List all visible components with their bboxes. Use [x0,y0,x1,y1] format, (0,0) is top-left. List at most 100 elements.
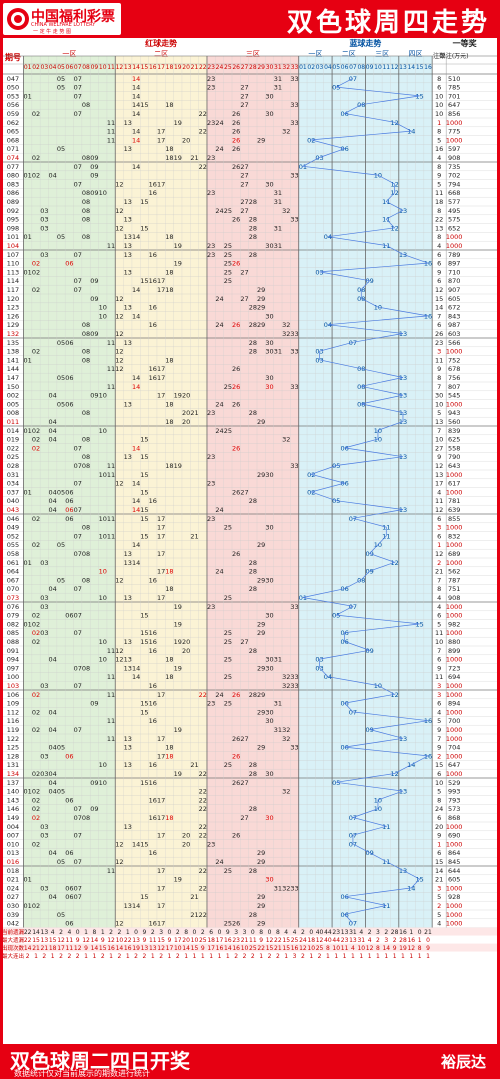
red-ball-number: 03 [40,629,48,637]
stat-value: 2 [268,953,272,960]
red-ball-number: 14 [132,444,140,452]
prize-amount: 545 [448,392,460,400]
red-ball-number: 21 [190,911,198,919]
red-ball-number: 09 [90,392,98,400]
stat-value: 22 [257,945,265,952]
red-ball-number: 23 [207,840,215,848]
prize-count: 13 [435,471,443,479]
stat-value: 9 [168,937,172,944]
stat-value: 11 [249,937,257,944]
red-ball-number: 18 [165,744,173,752]
issue-number: 022 [7,444,19,452]
red-ball-number: 10 [99,532,107,540]
red-ball-number: 07 [74,805,82,813]
issue-number: 008 [7,409,19,417]
red-ball-number: 08 [82,216,90,224]
red-ball-number: 06 [65,497,73,505]
prize-amount: 1000 [446,823,463,831]
blue-ball-number: 01 [299,163,307,171]
prize-count: 7 [437,383,441,391]
red-ball-number: 14 [132,541,140,549]
stat-value: 15 [282,937,290,944]
issue-number: 140 [7,788,19,796]
blue-ball-number: 03 [315,154,323,162]
blue-ball-number: 14 [407,128,415,136]
stat-value: 2 [151,929,155,936]
red-ball-number: 17 [157,796,165,804]
red-ball-number: 05 [57,858,65,866]
prize-count: 10 [435,400,443,408]
red-ball-number: 05 [57,911,65,919]
red-ball-number: 17 [157,814,165,822]
red-zone-label: 三区 [246,50,260,58]
issue-number: 055 [7,541,19,549]
prize-count: 4 [437,603,441,611]
stat-value: 13 [149,945,157,952]
red-ball-number: 02 [32,814,40,822]
red-ball-number: 29 [257,708,265,716]
red-ball-number: 07 [74,444,82,452]
red-ball-number: 28 [249,647,257,655]
red-ball-number: 05 [57,488,65,496]
trend-table: 期号 红球走势 蓝球走势 一等奖 一区 二区 三区 一区 二区 三区 四区 注数 单注(万元) 01 02 0… [2,38,497,1044]
red-ball-number: 29 [257,629,265,637]
stat-value: 13 [341,929,349,936]
red-ball-number: 27 [240,92,248,100]
red-ball-number: 19 [174,876,182,884]
red-ball-number: 14 [132,497,140,505]
red-ball-number: 33 [290,673,298,681]
blue-ball-number: 08 [357,576,365,584]
prize-count: 16 [435,145,443,153]
blue-ball-number: 04 [324,321,332,329]
red-ball-number: 31 [274,224,282,232]
red-ball-number: 28 [249,216,257,224]
red-ball-number: 08 [82,436,90,444]
red-ball-number: 04 [49,488,57,496]
red-ball-number: 11 [107,647,115,655]
blue-ball-number: 10 [374,304,382,312]
red-ball-number: 15 [140,893,148,901]
blue-ball-number: 04 [324,673,332,681]
blue-ball-number: 06 [340,893,348,901]
red-ball-number: 24 [215,145,223,153]
red-ball-number: 07 [74,480,82,488]
prize-count: 3 [437,884,441,892]
red-ball-number: 27 [240,84,248,92]
stat-value: 19 [399,945,407,952]
blue-ball-number: 14 [407,761,415,769]
red-ball-number: 23 [207,480,215,488]
red-ball-number: 16 [149,365,157,373]
prize-amount: 1000 [446,752,463,760]
prize-count: 10 [435,101,443,109]
red-ball-number: 28 [249,585,257,593]
red-ball-number: 03 [40,832,48,840]
blue-ball-number: 12 [390,119,398,127]
red-ball-number: 11 [107,532,115,540]
blue-trend-header: 蓝球走势 [349,38,381,48]
red-ball-number: 06 [65,400,73,408]
red-ball-number: 01 [24,876,32,884]
red-trend-header: 红球走势 [145,38,177,48]
red-ball-number: 29 [257,418,265,426]
stat-value: 22 [124,937,132,944]
stat-value: 0 [76,929,80,936]
prize-amount: 603 [448,330,460,338]
red-column-number: 32 [282,64,290,71]
red-column-number: 15 [141,64,149,71]
red-ball-number: 31 [274,198,282,206]
red-ball-number: 20 [182,418,190,426]
blue-ball-number: 02 [307,471,315,479]
red-ball-number: 04 [49,418,57,426]
red-ball-number: 02 [32,902,40,910]
blue-ball-number: 01 [299,594,307,602]
red-ball-number: 20 [182,409,190,417]
stat-value: 8 [418,945,422,952]
red-ball-number: 33 [290,101,298,109]
red-ball-number: 12 [115,480,123,488]
issue-number: 059 [7,110,19,118]
red-ball-number: 13 [124,339,132,347]
red-ball-number: 10 [99,761,107,769]
red-ball-number: 07 [74,550,82,558]
issue-number: 147 [7,374,19,382]
